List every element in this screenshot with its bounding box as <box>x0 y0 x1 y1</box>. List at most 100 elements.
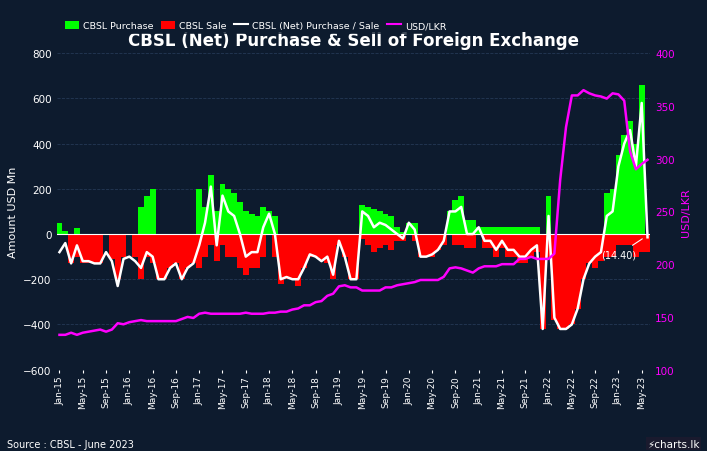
Bar <box>382 214 388 235</box>
Bar <box>150 235 156 264</box>
Bar <box>400 232 406 235</box>
Bar <box>342 235 348 257</box>
Bar <box>74 235 80 257</box>
Bar <box>365 235 371 246</box>
Bar <box>411 223 418 235</box>
Bar <box>580 235 586 280</box>
Bar <box>249 214 255 235</box>
Bar <box>528 235 534 257</box>
Bar <box>395 228 400 235</box>
Bar <box>167 235 173 268</box>
Bar <box>464 235 470 248</box>
Bar <box>68 235 74 264</box>
Bar <box>138 207 144 235</box>
Bar <box>173 235 179 264</box>
Bar <box>493 235 499 257</box>
Bar <box>621 235 627 246</box>
Bar <box>418 235 423 257</box>
Bar <box>289 235 296 280</box>
Bar <box>616 235 621 246</box>
Bar <box>348 235 354 280</box>
Bar <box>604 194 609 235</box>
Bar <box>400 235 406 241</box>
Bar <box>86 235 91 264</box>
Bar <box>237 203 243 235</box>
Bar <box>272 216 278 235</box>
Bar <box>74 229 80 235</box>
Bar <box>639 235 645 253</box>
Bar <box>325 235 330 264</box>
Bar <box>452 235 458 246</box>
Bar <box>220 185 226 235</box>
Bar <box>214 212 220 235</box>
Bar <box>522 228 528 235</box>
Bar <box>150 189 156 235</box>
Bar <box>255 216 260 235</box>
Bar <box>62 231 68 235</box>
Bar <box>266 212 272 235</box>
Bar <box>534 228 540 235</box>
Bar <box>452 201 458 235</box>
Bar <box>470 221 476 235</box>
Bar <box>121 235 127 257</box>
Bar <box>464 221 470 235</box>
Bar <box>220 235 226 246</box>
Bar <box>354 235 359 280</box>
Bar <box>604 235 609 257</box>
Bar <box>208 235 214 246</box>
Bar <box>138 235 144 280</box>
Bar <box>505 228 510 235</box>
Bar <box>476 228 481 235</box>
Bar <box>429 235 435 257</box>
Bar <box>470 235 476 248</box>
Bar <box>359 205 365 235</box>
Bar <box>319 235 325 262</box>
Bar <box>633 144 639 235</box>
Bar <box>185 235 190 268</box>
Bar <box>633 235 639 257</box>
Bar <box>359 235 365 239</box>
Bar <box>377 212 382 235</box>
Bar <box>557 235 563 329</box>
Bar <box>499 228 505 235</box>
Bar <box>179 235 185 280</box>
Bar <box>592 235 598 268</box>
Bar <box>598 235 604 262</box>
Bar <box>546 235 551 257</box>
Bar <box>301 235 307 268</box>
Bar <box>330 235 336 280</box>
Y-axis label: Amount USD Mn: Amount USD Mn <box>8 166 18 258</box>
Bar <box>161 235 167 280</box>
Bar <box>115 235 121 280</box>
Bar <box>621 135 627 235</box>
Text: Source : CBSL - June 2023: Source : CBSL - June 2023 <box>7 439 134 449</box>
Bar <box>411 235 418 241</box>
Bar <box>551 235 557 320</box>
Bar <box>481 228 487 235</box>
Bar <box>80 235 86 264</box>
Bar <box>487 228 493 235</box>
Bar <box>231 235 237 257</box>
Bar <box>517 235 522 264</box>
Bar <box>609 235 616 257</box>
Bar <box>249 235 255 268</box>
Bar <box>505 235 510 257</box>
Bar <box>528 228 534 235</box>
Bar <box>190 235 197 264</box>
Text: ⚡charts.lk: ⚡charts.lk <box>648 439 700 449</box>
Bar <box>197 189 202 235</box>
Bar <box>237 235 243 268</box>
Bar <box>563 235 569 329</box>
Bar <box>447 212 452 235</box>
Bar <box>132 235 138 257</box>
Bar <box>144 235 150 257</box>
Bar <box>243 212 249 235</box>
Bar <box>284 235 289 280</box>
Bar <box>639 86 645 235</box>
Bar <box>231 194 237 235</box>
Title: CBSL (Net) Purchase & Sell of Foreign Exchange: CBSL (Net) Purchase & Sell of Foreign Ex… <box>128 32 579 50</box>
Bar <box>441 235 447 246</box>
Bar <box>336 235 342 246</box>
Bar <box>312 235 319 257</box>
Bar <box>260 207 266 235</box>
